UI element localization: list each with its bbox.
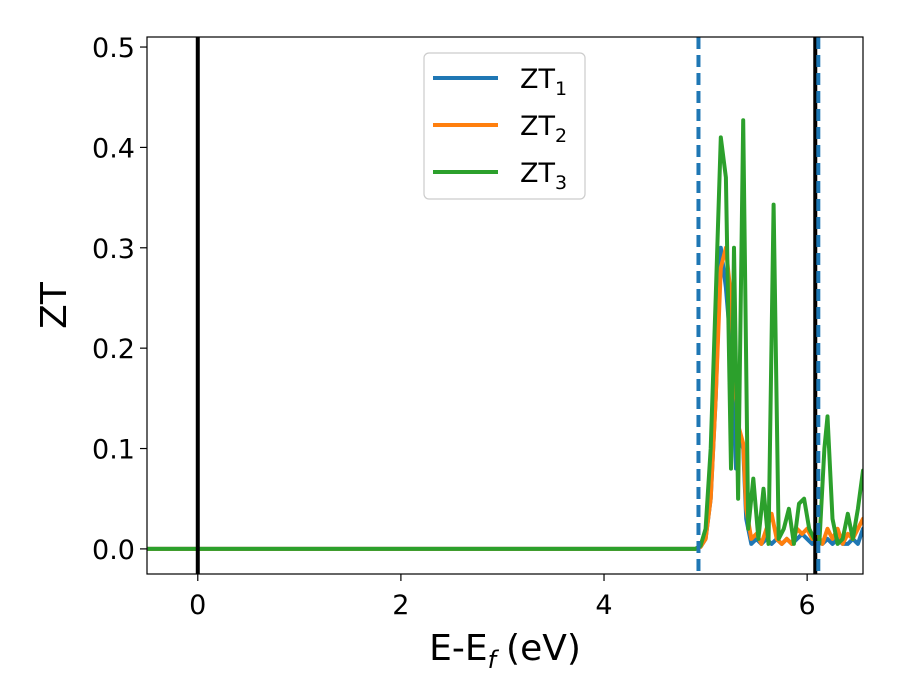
legend: ZT1 ZT2 ZT3 bbox=[423, 52, 586, 200]
y-axis-label: ZT bbox=[34, 281, 75, 329]
legend-label: ZT3 bbox=[520, 158, 567, 194]
y-tick-label: 0.5 bbox=[92, 33, 135, 64]
x-tick-label: 6 bbox=[799, 590, 816, 621]
x-axis-label-subscript: f bbox=[488, 646, 500, 674]
y-tick-label: 0.2 bbox=[92, 334, 135, 365]
legend-item-zt3: ZT3 bbox=[433, 158, 567, 194]
x-axis-label-main: E-E bbox=[429, 628, 487, 669]
x-axis-label: E-Ef (eV) bbox=[429, 628, 581, 674]
series-line-zt3 bbox=[147, 118, 863, 551]
y-tick-label: 0.0 bbox=[92, 535, 135, 566]
legend-item-zt1: ZT1 bbox=[433, 64, 567, 100]
x-tick-label: 0 bbox=[189, 590, 206, 621]
x-tick-label: 2 bbox=[392, 590, 409, 621]
x-tick-label: 4 bbox=[595, 590, 612, 621]
y-axis-ticks: 0.0 0.1 0.2 0.3 0.4 0.5 bbox=[92, 33, 147, 566]
y-tick-label: 0.1 bbox=[92, 435, 135, 466]
y-tick-label: 0.3 bbox=[92, 234, 135, 265]
plot-frame bbox=[146, 36, 864, 575]
plot-marks bbox=[147, 37, 863, 574]
x-axis-ticks: 0 2 4 6 bbox=[189, 574, 816, 621]
legend-item-zt2: ZT2 bbox=[433, 111, 567, 147]
legend-label: ZT2 bbox=[520, 111, 567, 147]
y-tick-label: 0.4 bbox=[92, 133, 135, 164]
legend-label: ZT1 bbox=[520, 64, 567, 100]
series-line-zt2 bbox=[147, 245, 863, 551]
x-axis-label-unit: (eV) bbox=[506, 628, 581, 669]
legend-box bbox=[423, 52, 586, 200]
